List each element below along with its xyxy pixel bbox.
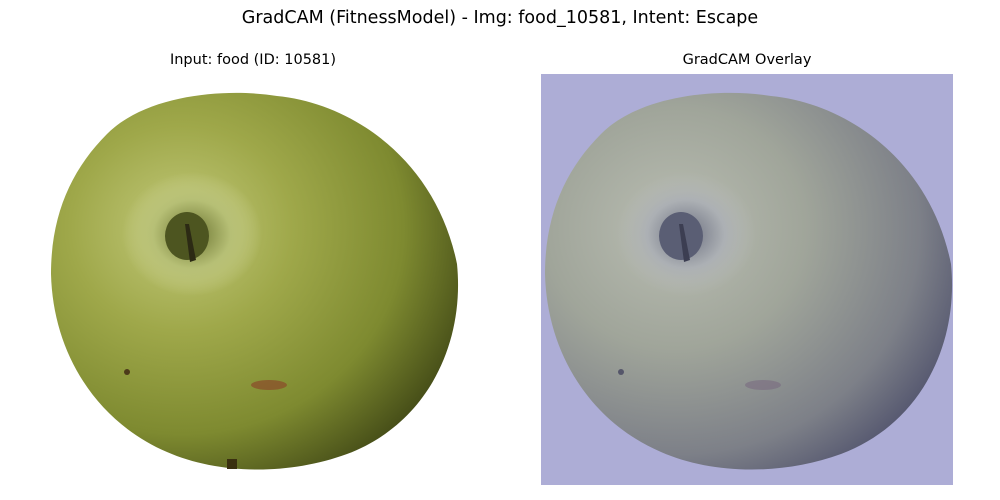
figure-title: GradCAM (FitnessModel) - Img: food_10581… [241, 8, 759, 28]
input-panel-title: Input: food (ID: 10581) [169, 52, 337, 68]
apple-stem [185, 224, 196, 262]
overlay-image-panel [541, 74, 953, 485]
overlay-panel-title: GradCAM Overlay [682, 52, 812, 68]
apple-body [51, 92, 459, 470]
input-image-panel [47, 74, 459, 485]
overlay-apple-body [545, 92, 953, 470]
green-apple-image [51, 92, 459, 470]
gradcam-overlay-image [545, 92, 953, 470]
